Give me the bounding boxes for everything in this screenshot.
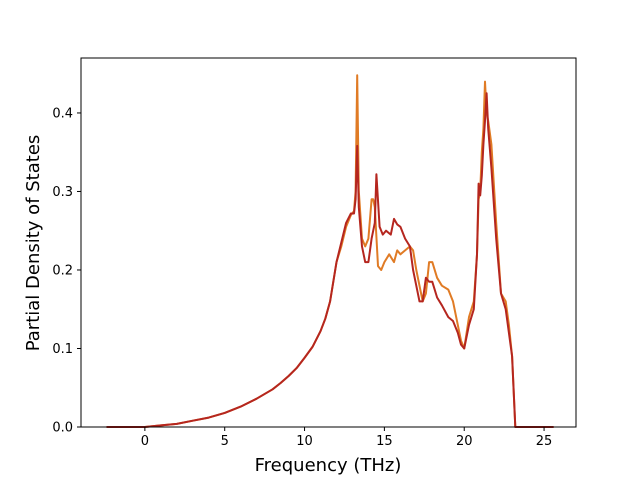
y-axis-ticks: 0.0 0.1 0.2 0.3 0.4	[52, 106, 81, 436]
series-line-1	[106, 74, 554, 428]
x-tick-label: 0	[141, 434, 149, 449]
y-tick-label: 0.0	[52, 421, 73, 436]
series-layer	[106, 74, 554, 428]
y-tick-label: 0.1	[52, 342, 73, 357]
x-tick-label: 10	[296, 434, 313, 449]
x-axis-ticks: 0 5 10 15 20 25	[141, 427, 553, 449]
series-line-2	[106, 92, 554, 428]
y-tick-label: 0.2	[52, 263, 73, 278]
x-tick-label: 25	[536, 434, 553, 449]
x-tick-label: 20	[456, 434, 473, 449]
y-tick-label: 0.4	[52, 106, 73, 121]
plot-frame	[80, 57, 577, 428]
y-tick-label: 0.3	[52, 185, 73, 200]
y-axis-label: Partial Density of States	[23, 135, 44, 352]
x-tick-label: 5	[221, 434, 229, 449]
x-axis-label: Frequency (THz)	[255, 455, 402, 476]
x-tick-label: 15	[376, 434, 393, 449]
